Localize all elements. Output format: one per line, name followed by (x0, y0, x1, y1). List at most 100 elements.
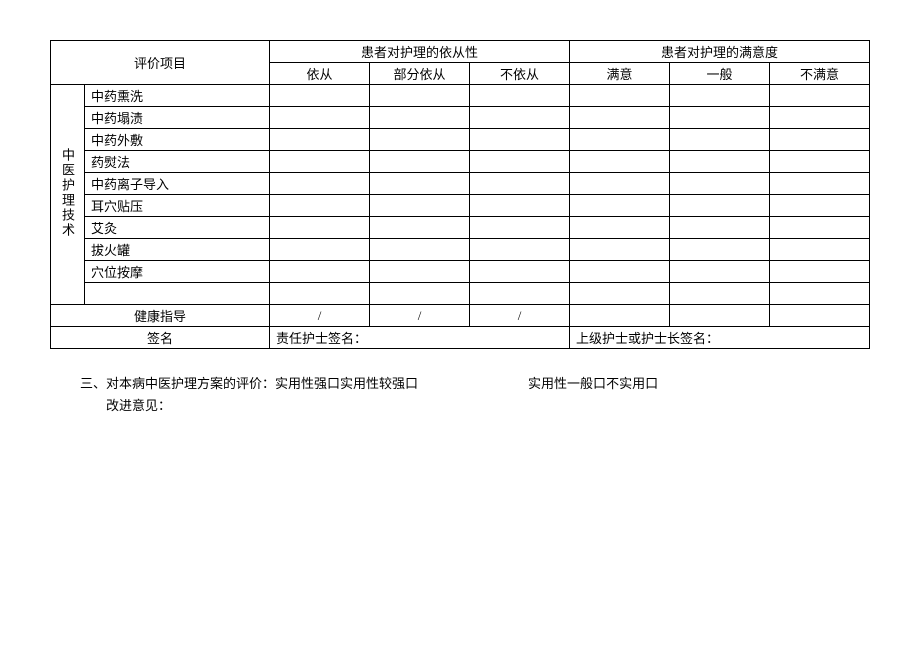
data-cell (670, 85, 770, 107)
data-cell (470, 195, 570, 217)
data-cell (270, 217, 370, 239)
table-row (51, 283, 870, 305)
data-cell (570, 85, 670, 107)
tcm-item: 耳穴贴压 (85, 195, 270, 217)
data-cell (570, 107, 670, 129)
data-cell (270, 261, 370, 283)
eval-prefix: 三、对本病中医护理方案的评价： (80, 376, 275, 391)
data-cell (470, 239, 570, 261)
data-cell (270, 195, 370, 217)
data-cell (270, 129, 370, 151)
data-cell (370, 107, 470, 129)
evaluation-table: 评价项目 患者对护理的依从性 患者对护理的满意度 依从 部分依从 不依从 满意 … (50, 40, 870, 349)
data-cell (270, 283, 370, 305)
sig-responsible-nurse: 责任护士签名： (270, 327, 570, 349)
table-row: 耳穴贴压 (51, 195, 870, 217)
tcm-category-cell: 中医护理技术 (51, 85, 85, 305)
tcm-item: 药熨法 (85, 151, 270, 173)
data-cell (270, 239, 370, 261)
data-cell (670, 239, 770, 261)
data-cell (270, 107, 370, 129)
data-cell (370, 261, 470, 283)
data-cell (270, 173, 370, 195)
data-cell (670, 195, 770, 217)
data-cell (770, 261, 870, 283)
data-cell (470, 107, 570, 129)
data-cell (370, 173, 470, 195)
data-cell (670, 305, 770, 327)
header-satisfaction-group: 患者对护理的满意度 (570, 41, 870, 63)
data-cell (570, 239, 670, 261)
data-cell (670, 261, 770, 283)
tcm-item: 穴位按摩 (85, 261, 270, 283)
data-cell (370, 129, 470, 151)
slash-cell: / (370, 305, 470, 327)
data-cell (670, 107, 770, 129)
data-cell (670, 173, 770, 195)
data-cell (670, 151, 770, 173)
header-row-1: 评价项目 患者对护理的依从性 患者对护理的满意度 (51, 41, 870, 63)
data-cell (570, 217, 670, 239)
data-cell (370, 283, 470, 305)
data-cell (470, 129, 570, 151)
header-compliance-group: 患者对护理的依从性 (270, 41, 570, 63)
data-cell (470, 217, 570, 239)
header-satisfaction-3: 不满意 (770, 63, 870, 85)
header-satisfaction-2: 一般 (670, 63, 770, 85)
table-row: 中药塌渍 (51, 107, 870, 129)
table-row: 艾灸 (51, 217, 870, 239)
data-cell (570, 173, 670, 195)
data-cell (570, 151, 670, 173)
header-compliance-2: 部分依从 (370, 63, 470, 85)
table-row: 中药离子导入 (51, 173, 870, 195)
tcm-category-label: 中医护理技术 (61, 148, 74, 238)
data-cell (770, 239, 870, 261)
data-cell (670, 129, 770, 151)
data-cell (570, 129, 670, 151)
slash-cell: / (470, 305, 570, 327)
signature-label: 签名 (51, 327, 270, 349)
data-cell (770, 195, 870, 217)
data-cell (370, 239, 470, 261)
data-cell (570, 195, 670, 217)
data-cell (270, 151, 370, 173)
data-cell (770, 217, 870, 239)
data-cell (370, 85, 470, 107)
data-cell (770, 85, 870, 107)
table-row: 药熨法 (51, 151, 870, 173)
signature-row: 签名 责任护士签名： 上级护士或护士长签名： (51, 327, 870, 349)
header-compliance-3: 不依从 (470, 63, 570, 85)
data-cell (670, 283, 770, 305)
data-cell (770, 129, 870, 151)
table-row: 中药外敷 (51, 129, 870, 151)
eval-line-1: 三、对本病中医护理方案的评价：实用性强口实用性较强口实用性一般口不实用口 (80, 373, 870, 395)
eval-opt-3: 实用性一般口 (528, 376, 606, 391)
data-cell (770, 305, 870, 327)
data-cell (570, 261, 670, 283)
eval-opt-2: 实用性较强口 (340, 376, 418, 391)
slash-cell: / (270, 305, 370, 327)
data-cell (770, 173, 870, 195)
data-cell (270, 85, 370, 107)
data-cell (670, 217, 770, 239)
tcm-item (85, 283, 270, 305)
data-cell (470, 85, 570, 107)
data-cell (770, 283, 870, 305)
data-cell (470, 283, 570, 305)
tcm-item: 中药离子导入 (85, 173, 270, 195)
tcm-item: 拔火罐 (85, 239, 270, 261)
eval-line-2: 改进意见： (80, 395, 870, 417)
eval-opt-1: 实用性强口 (275, 376, 340, 391)
data-cell (770, 107, 870, 129)
header-eval-item: 评价项目 (51, 41, 270, 85)
data-cell (570, 305, 670, 327)
health-guide-label: 健康指导 (51, 305, 270, 327)
data-cell (770, 151, 870, 173)
health-guide-row: 健康指导 / / / (51, 305, 870, 327)
header-compliance-1: 依从 (270, 63, 370, 85)
data-cell (370, 195, 470, 217)
tcm-item: 艾灸 (85, 217, 270, 239)
sig-senior-nurse: 上级护士或护士长签名： (570, 327, 870, 349)
data-cell (370, 151, 470, 173)
table-row: 拔火罐 (51, 239, 870, 261)
